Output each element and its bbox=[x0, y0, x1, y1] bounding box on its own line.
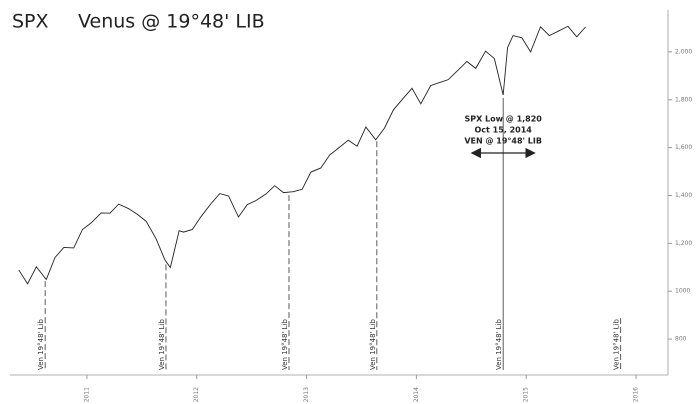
y-tick-label: 1,200 bbox=[675, 240, 692, 247]
chart-subtitle: Venus @ 19°48' LIB bbox=[78, 11, 265, 33]
annotation-text: VEN @ 19°48' LIB bbox=[464, 137, 542, 146]
y-tick-label: 1,400 bbox=[675, 192, 692, 199]
x-tick-label: 2014 bbox=[413, 387, 420, 402]
y-tick-label: 1000 bbox=[675, 288, 690, 295]
x-tick-label: 2012 bbox=[193, 387, 200, 402]
price-line bbox=[18, 25, 586, 285]
y-tick-label: 800 bbox=[675, 336, 687, 343]
x-tick-label: 2013 bbox=[303, 387, 310, 402]
x-tick-label: 2015 bbox=[523, 387, 530, 402]
venus-label: Ven 19°48' Lib bbox=[158, 318, 166, 370]
y-tick-label: 2,000 bbox=[675, 48, 692, 55]
venus-label: Ven 19°48' Lib bbox=[37, 318, 45, 370]
x-tick-label: 2016 bbox=[633, 387, 640, 402]
chart-title: SPX bbox=[12, 11, 49, 33]
y-tick-label: 1,600 bbox=[675, 144, 692, 151]
venus-label: Ven 19°48' Lib bbox=[369, 318, 377, 370]
y-tick-label: 1,800 bbox=[675, 96, 692, 103]
annotation-text: SPX Low @ 1,820 bbox=[464, 115, 542, 124]
annotation-text: Oct 15, 2014 bbox=[474, 126, 532, 135]
venus-label: Ven 19°48' Lib bbox=[281, 318, 289, 370]
x-tick-label: 2011 bbox=[83, 387, 90, 402]
venus-label: Ven 19°48' Lib bbox=[495, 318, 503, 370]
venus-label: Ven 19°48' Lib bbox=[613, 318, 621, 370]
